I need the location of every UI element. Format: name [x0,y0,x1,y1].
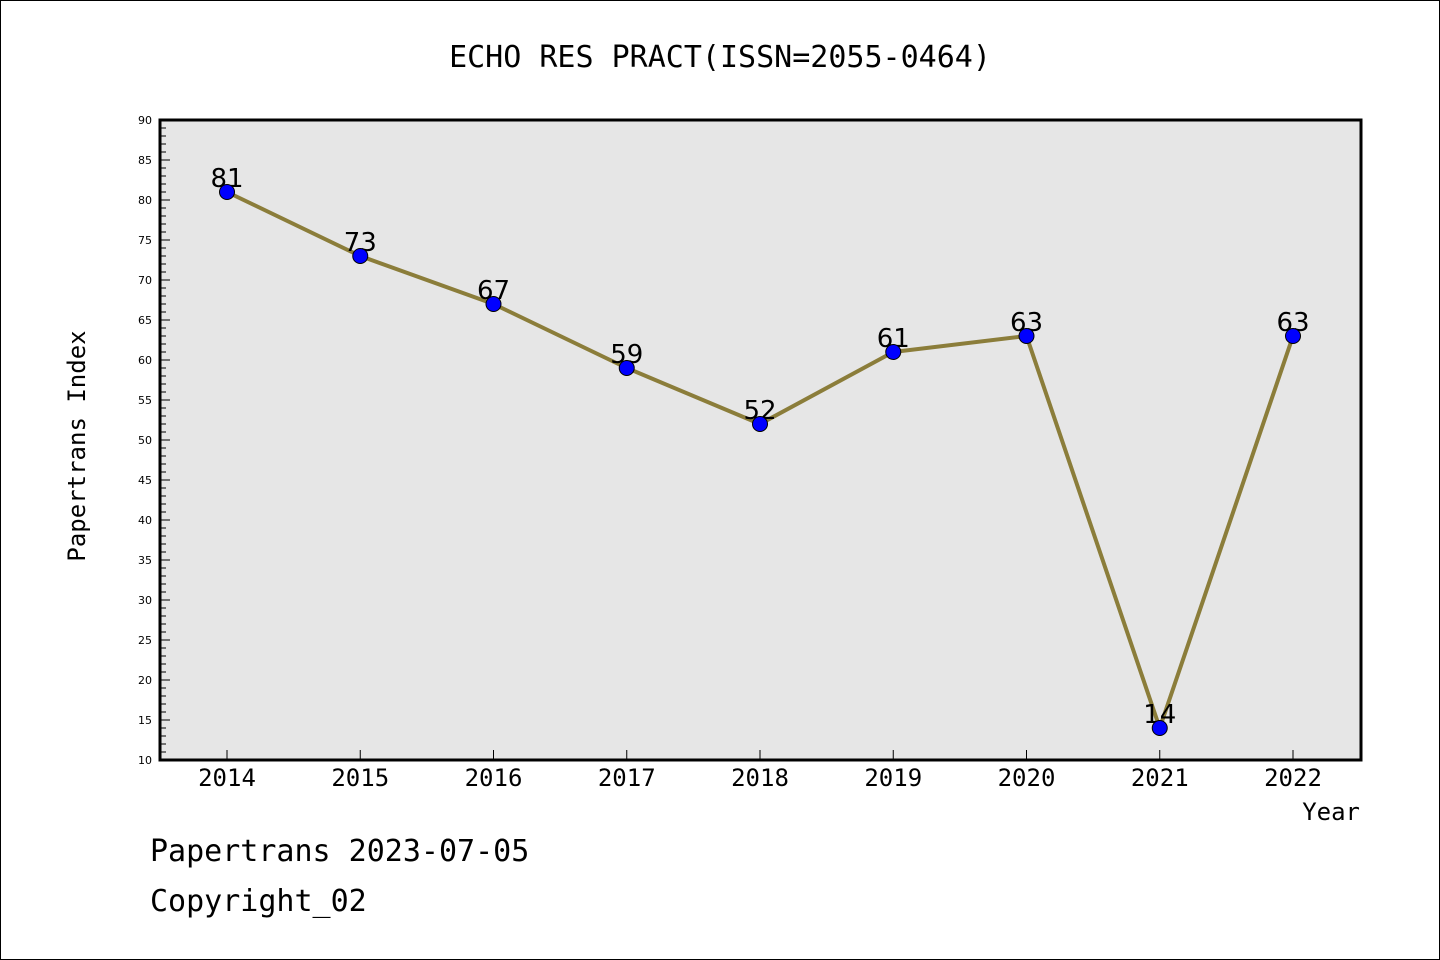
data-point [1018,328,1035,344]
y-tick-label: 25 [138,634,152,647]
footer-date: Papertrans 2023-07-05 [150,834,530,869]
y-tick-label: 90 [138,114,152,127]
y-tick-label: 40 [138,514,152,527]
x-tick-label: 2018 [731,764,789,792]
y-axis-label: Papertrans Index [63,330,91,561]
y-tick-label: 65 [138,314,152,327]
x-tick-label: 2016 [465,764,523,792]
x-tick-label: 2022 [1264,764,1322,792]
y-tick-label: 75 [138,234,152,247]
data-point [885,344,902,360]
y-tick-label: 35 [138,554,152,567]
data-point [618,360,635,376]
y-tick-label: 60 [138,354,152,367]
x-tick-label: 2015 [331,764,389,792]
y-tick-label: 15 [138,714,152,727]
data-point [219,184,235,200]
data-point [1285,328,1301,344]
plot-border [158,118,1363,762]
x-axis-label: Year [1302,798,1360,826]
footer-copyright: Copyright_02 [150,884,367,919]
x-tick-label: 2014 [198,764,256,792]
chart-title: ECHO RES PRACT(ISSN=2055-0464) [449,40,991,75]
x-axis: 2014 2015 2016 2017 2018 2019 2020 2021 2022 [198,750,1322,792]
y-tick-label: 85 [138,154,152,167]
x-tick-label: 2020 [998,764,1056,792]
x-tick-label: 2021 [1131,764,1189,792]
y-tick-label: 50 [138,434,152,447]
plot-area [160,120,1361,760]
y-tick-label: 80 [138,194,152,207]
y-tick-label: 70 [138,274,152,287]
y-tick-label: 55 [138,394,152,407]
data-point [752,416,768,432]
data-point [485,296,502,312]
data-point [1151,720,1168,736]
y-tick-label: 30 [138,594,152,607]
x-tick-label: 2017 [598,764,656,792]
y-tick-label: 20 [138,674,152,687]
y-tick-label: 10 [138,754,152,767]
data-point [352,248,369,264]
y-tick-label: 45 [138,474,152,487]
x-tick-label: 2019 [864,764,922,792]
y-axis: 10 15 20 25 30 35 40 45 50 55 60 65 70 75 80 85 90 [138,114,152,767]
